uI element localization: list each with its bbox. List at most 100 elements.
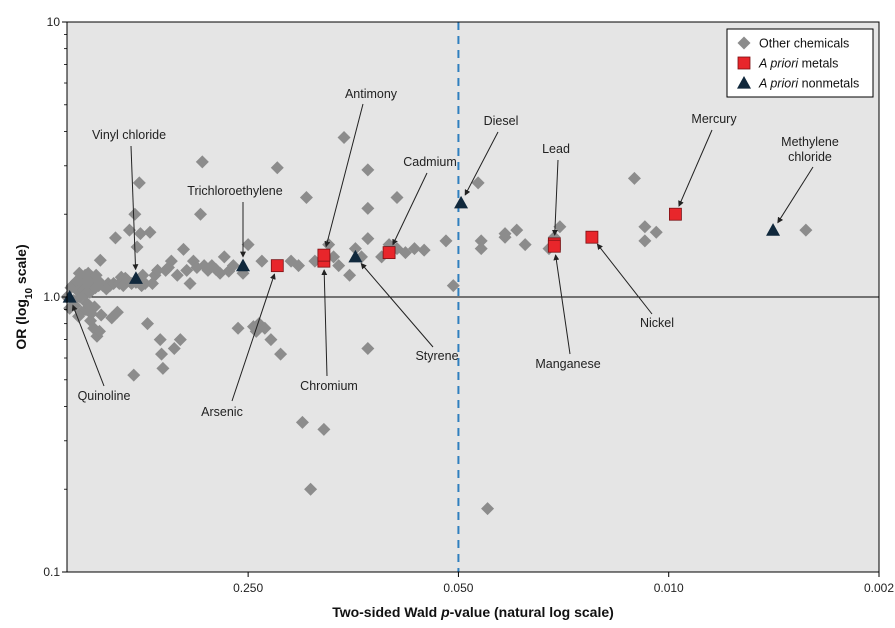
points-layer — [60, 22, 879, 572]
point-other-chemical — [176, 242, 190, 256]
y-tick-label: 10 — [47, 15, 61, 29]
point-other-chemical — [88, 300, 102, 314]
annotation-label: Nickel — [640, 316, 674, 330]
point-other-chemical — [343, 268, 357, 282]
point-other-chemical — [361, 201, 375, 215]
point-other-chemical — [130, 240, 144, 254]
annotation-label: Diesel — [484, 114, 519, 128]
point-other-chemical — [474, 242, 488, 256]
annotation-arrow — [360, 262, 434, 348]
annotation-label: Manganese — [535, 357, 600, 371]
legend-marker-triangle — [737, 76, 751, 89]
annotation-arrow — [324, 103, 364, 248]
point-other-chemical — [170, 268, 184, 282]
legend-label: A priori nonmetals — [758, 77, 859, 91]
point-other-chemical — [361, 232, 375, 246]
point-other-chemical — [164, 254, 178, 268]
annotation-arrow — [321, 269, 328, 377]
point-other-chemical — [474, 234, 488, 248]
annotation-label: Cadmium — [403, 155, 457, 169]
point-other-chemical — [799, 223, 813, 237]
point-other-chemical — [92, 324, 106, 338]
annotation-label: Styrene — [415, 349, 458, 363]
point-other-chemical — [439, 234, 453, 248]
annotation-arrow — [596, 243, 653, 315]
point-nonmetal-trichloroethylene — [236, 258, 251, 272]
point-other-chemical — [255, 254, 269, 268]
point-other-chemical — [258, 321, 272, 335]
point-other-chemical — [173, 333, 187, 347]
y-axis-title: OR (log10 scale) — [13, 244, 35, 349]
point-other-chemical — [138, 276, 152, 290]
point-other-chemical — [217, 250, 231, 264]
point-other-chemical — [213, 266, 227, 280]
point-nonmetal-methylene-chloride — [766, 223, 781, 236]
point-nonmetal-styrene — [348, 249, 363, 263]
point-other-chemical — [153, 333, 167, 347]
x-tick-label: 0.002 — [864, 581, 894, 595]
point-other-chemical — [167, 341, 181, 355]
point-other-chemical — [128, 207, 142, 221]
legend-marker-diamond — [737, 36, 751, 50]
point-other-chemical — [94, 308, 108, 322]
point-other-chemical — [156, 361, 170, 375]
point-other-chemical — [132, 176, 146, 190]
x-axis-title: Two-sided Wald p-value (natural log scal… — [332, 604, 614, 620]
point-other-chemical — [361, 341, 375, 355]
point-other-chemical — [638, 234, 652, 248]
x-tick-label: 0.010 — [654, 581, 684, 595]
point-metal-arsenic — [270, 259, 284, 273]
point-metal-manganese — [547, 239, 561, 253]
point-other-chemical — [398, 246, 412, 260]
point-other-chemical — [518, 238, 532, 252]
point-other-chemical — [337, 131, 351, 145]
point-other-chemical — [133, 227, 147, 241]
axes-layer: 10 1.0 0.1 0.250 0.050 0.010 0.002 Two-sided Wa… — [13, 15, 894, 620]
point-other-chemical — [295, 415, 309, 429]
point-other-chemical — [155, 347, 169, 361]
point-other-chemical — [471, 176, 485, 190]
point-other-chemical — [93, 253, 107, 267]
annotation-arrow — [130, 145, 139, 271]
point-other-chemical — [226, 259, 240, 273]
annotation-label: Lead — [542, 142, 570, 156]
point-other-chemical — [407, 242, 421, 256]
point-other-chemical — [231, 321, 245, 335]
legend-label: A priori metals — [758, 57, 838, 71]
y-tick-label: 0.1 — [43, 565, 60, 579]
annotation-arrow — [392, 172, 428, 246]
point-metal-antimony — [317, 248, 331, 262]
point-other-chemical — [122, 223, 136, 237]
point-other-chemical — [195, 155, 209, 169]
annotation-arrow — [553, 254, 571, 355]
point-other-chemical — [292, 259, 306, 273]
point-other-chemical — [110, 305, 124, 319]
point-other-chemical — [183, 276, 197, 290]
legend-label: Other chemicals — [759, 37, 849, 51]
point-other-chemical — [627, 171, 641, 185]
point-other-chemical — [417, 243, 431, 257]
point-other-chemical — [180, 263, 194, 277]
point-other-chemical — [446, 279, 460, 293]
point-other-chemical — [120, 273, 134, 287]
point-other-chemical — [390, 191, 404, 205]
annotation-arrow — [71, 304, 105, 387]
point-other-chemical — [304, 482, 318, 496]
point-other-chemical — [151, 263, 165, 277]
point-other-chemical — [108, 231, 122, 245]
point-other-chemical — [264, 333, 278, 347]
point-other-chemical — [127, 368, 141, 382]
point-other-chemical — [241, 238, 255, 252]
annotation-arrow — [464, 131, 499, 196]
point-other-chemical — [638, 220, 652, 234]
legend-marker-square — [737, 56, 751, 70]
annotation-label: Mercury — [691, 112, 737, 126]
point-other-chemical — [193, 207, 207, 221]
point-nonmetal-diesel — [454, 195, 469, 209]
point-other-chemical — [498, 227, 512, 241]
annotation-label: Chromium — [300, 379, 358, 393]
y-tick-label: 1.0 — [43, 290, 60, 304]
point-other-chemical — [274, 347, 288, 361]
annotation-label: Methylene chloride — [781, 135, 839, 164]
